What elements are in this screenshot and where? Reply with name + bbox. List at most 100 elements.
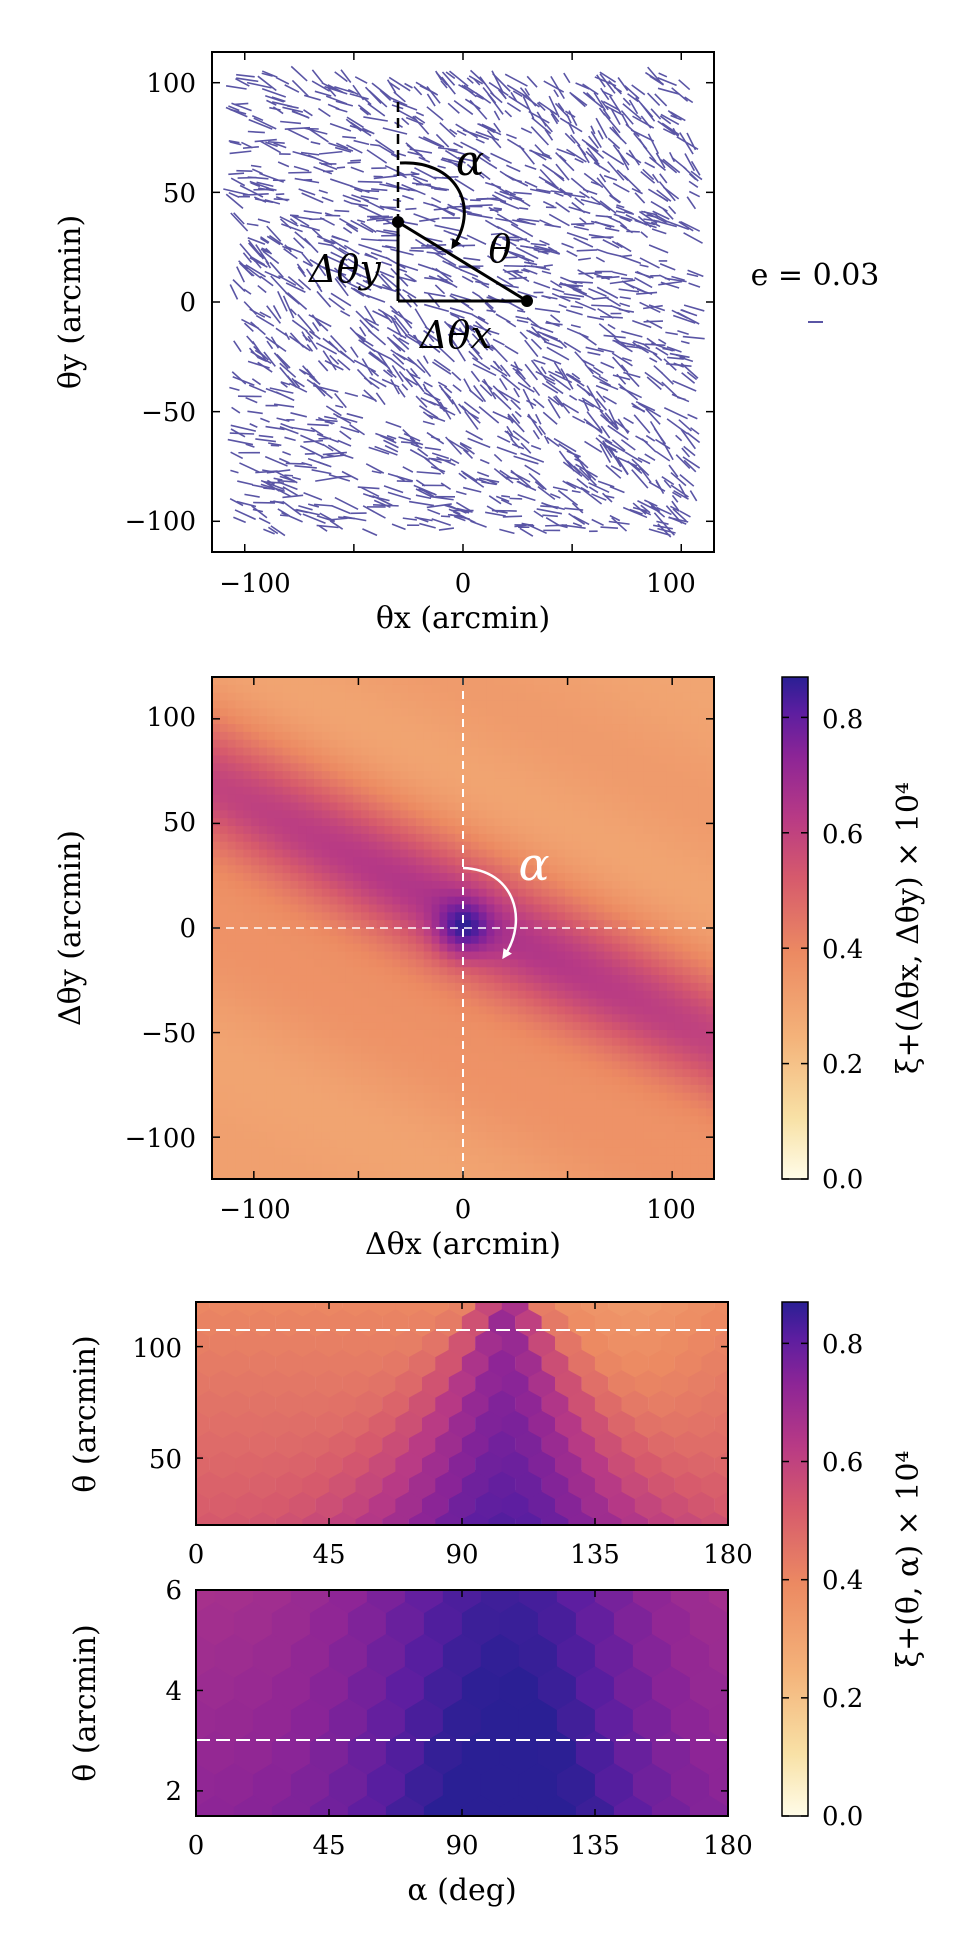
map-cell [510, 1124, 519, 1133]
map-cell [423, 708, 433, 717]
map-cell [282, 1116, 292, 1125]
map-cell [321, 1139, 331, 1149]
map-cell [494, 959, 503, 968]
shear-stick [415, 488, 433, 498]
shear-stick [559, 295, 581, 301]
map-cell [557, 755, 566, 764]
shear-stick [562, 480, 577, 490]
map-cell [408, 763, 417, 772]
map-cell [439, 1116, 448, 1125]
shear-stick [260, 479, 285, 491]
shear-stick [479, 156, 491, 166]
shear-stick [227, 438, 254, 446]
map-cell [510, 716, 519, 725]
map-cell [580, 959, 590, 968]
map-cell [282, 975, 292, 984]
map-cell [384, 739, 394, 749]
map-cell [580, 1045, 590, 1055]
map-cell [541, 998, 550, 1008]
shear-stick [504, 109, 513, 118]
map-cell [219, 1171, 229, 1179]
map-cell [345, 1022, 354, 1031]
map-cell [219, 1029, 229, 1039]
map-cell [235, 959, 244, 968]
shear-stick [301, 331, 308, 341]
map-cell [572, 896, 582, 906]
shear-stick [270, 525, 286, 537]
shear-stick [399, 263, 419, 272]
shear-stick [613, 340, 633, 353]
map-cell [266, 998, 276, 1008]
shear-stick [570, 305, 583, 309]
map-cell [596, 959, 605, 968]
shear-stick [571, 222, 595, 226]
shear-stick [258, 187, 275, 192]
shear-stick [263, 528, 275, 535]
shear-stick [490, 232, 503, 236]
map-cell [321, 755, 331, 764]
map-cell [400, 998, 409, 1008]
map-cell [219, 1053, 229, 1062]
map-cell [259, 935, 268, 945]
map-cell [321, 1092, 331, 1102]
map-cell [376, 912, 386, 921]
map-cell [376, 1022, 386, 1031]
map-cell [392, 998, 401, 1008]
map-cell [470, 684, 480, 694]
map-cell [447, 1131, 456, 1141]
map-cell [478, 990, 488, 1000]
map-cell [478, 880, 488, 890]
map-cell [502, 935, 511, 945]
map-cell [455, 747, 464, 757]
map-cell [400, 833, 409, 843]
map-cell [478, 1006, 488, 1015]
map-cell [596, 896, 605, 906]
map-cell [494, 880, 503, 890]
map-cell [266, 841, 276, 851]
map-cell [580, 1029, 590, 1039]
map-cell [470, 1069, 480, 1078]
map-cell [517, 857, 527, 866]
map-cell [604, 684, 613, 694]
shear-stick [619, 216, 631, 223]
map-cell [368, 959, 378, 968]
map-cell [415, 755, 425, 764]
map-cell [478, 802, 488, 811]
map-cell [251, 935, 260, 945]
shear-stick [671, 393, 690, 403]
map-cell [415, 904, 425, 913]
map-cell [384, 786, 394, 796]
map-cell [604, 731, 613, 741]
map-cell [517, 794, 527, 804]
map-cell [549, 794, 558, 804]
map-cell [243, 982, 252, 992]
map-cell [212, 684, 221, 694]
map-cell [572, 747, 582, 757]
map-cell [282, 1092, 292, 1102]
shear-stick [329, 520, 344, 530]
shear-stick [447, 333, 459, 350]
shear-stick [622, 103, 642, 120]
map-cell [368, 1124, 378, 1133]
shear-stick [238, 260, 249, 270]
shear-stick [489, 163, 498, 170]
shear-stick [394, 319, 409, 338]
map-cell [219, 771, 229, 780]
shear-stick [668, 516, 689, 523]
map-cell [502, 1037, 511, 1047]
map-cell [588, 1069, 597, 1078]
map-cell [274, 802, 284, 811]
map-cell [463, 684, 472, 694]
shear-stick [475, 94, 485, 100]
map-cell [494, 684, 503, 694]
map-cell [470, 786, 480, 796]
map-cell [368, 1022, 378, 1031]
shear-stick [334, 277, 349, 297]
map-cell [353, 763, 362, 772]
shear-stick [287, 128, 310, 141]
shear-stick [307, 335, 318, 350]
shear-stick [368, 446, 390, 455]
map-cell [345, 1100, 354, 1110]
shear-stick [275, 193, 285, 196]
map-cell [298, 904, 307, 913]
